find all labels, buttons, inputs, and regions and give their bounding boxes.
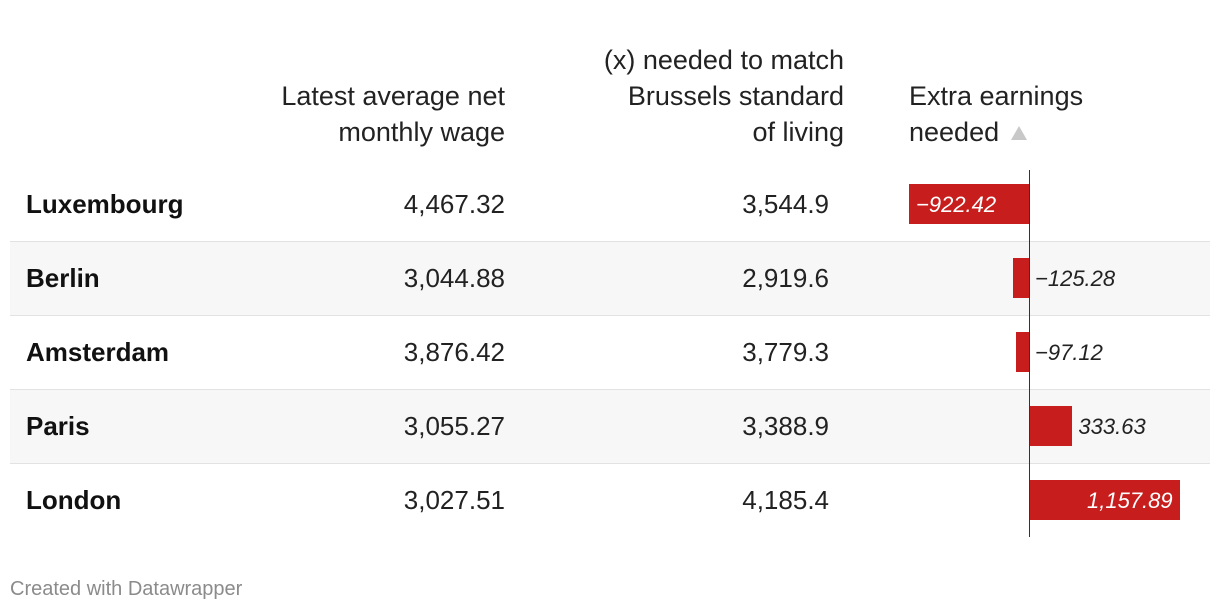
table-row: Paris 3,055.27 3,388.9 333.63 (10, 390, 1210, 464)
footer-credit: Created with Datawrapper (10, 578, 243, 600)
wage-value: 3,055.27 (403, 411, 505, 441)
extra-earnings-label: 333.63 (1078, 414, 1146, 439)
city-label: London (26, 485, 122, 515)
wage-value: 3,027.51 (403, 485, 505, 515)
column-header-wage[interactable]: Latest average net monthly wage (281, 81, 505, 147)
extra-earnings-bar (1012, 258, 1029, 298)
extra-earnings-bar (1016, 332, 1029, 372)
table-row: Amsterdam 3,876.42 3,779.3 −97.12 (10, 316, 1210, 390)
needed-value: 3,544.9 (742, 189, 829, 219)
column-header-needed[interactable]: (x) needed to match Brussels standard of… (603, 45, 844, 147)
extra-earnings-label: −922.42 (916, 192, 997, 217)
wage-value: 3,876.42 (403, 337, 505, 367)
sort-ascending-icon[interactable] (1011, 126, 1028, 140)
table-header: Latest average net monthly wage (x) need… (10, 0, 1210, 168)
extra-earnings-bar (1029, 406, 1073, 446)
city-label: Berlin (26, 263, 100, 293)
extra-earnings-label: 1,157.89 (1087, 488, 1173, 513)
wage-value: 3,044.88 (403, 263, 505, 293)
needed-value: 2,919.6 (742, 263, 829, 293)
extra-earnings-bar (1029, 480, 1180, 520)
city-label: Paris (26, 411, 90, 441)
city-label: Luxembourg (26, 189, 184, 219)
needed-value: 4,185.4 (742, 485, 829, 515)
table-row: London 3,027.51 4,185.4 1,157.89 (10, 464, 1210, 537)
extra-earnings-bar (909, 184, 1029, 224)
table-row: Luxembourg 4,467.32 3,544.9 −922.42 (10, 168, 1210, 242)
needed-value: 3,779.3 (742, 337, 829, 367)
table-body: Luxembourg 4,467.32 3,544.9 −922.42 Berlin 3,… (10, 168, 1210, 537)
data-table: Latest average net monthly wage (x) need… (10, 0, 1210, 537)
zero-axis-line (1029, 170, 1030, 537)
wage-value: 4,467.32 (403, 189, 505, 219)
table-row: Berlin 3,044.88 2,919.6 −125.28 (10, 242, 1210, 316)
city-label: Amsterdam (26, 337, 170, 367)
needed-value: 3,388.9 (742, 411, 829, 441)
extra-earnings-label: −97.12 (1035, 340, 1103, 365)
extra-earnings-label: −125.28 (1035, 266, 1116, 291)
column-header-extra[interactable]: Extra earnings needed (909, 81, 1084, 147)
